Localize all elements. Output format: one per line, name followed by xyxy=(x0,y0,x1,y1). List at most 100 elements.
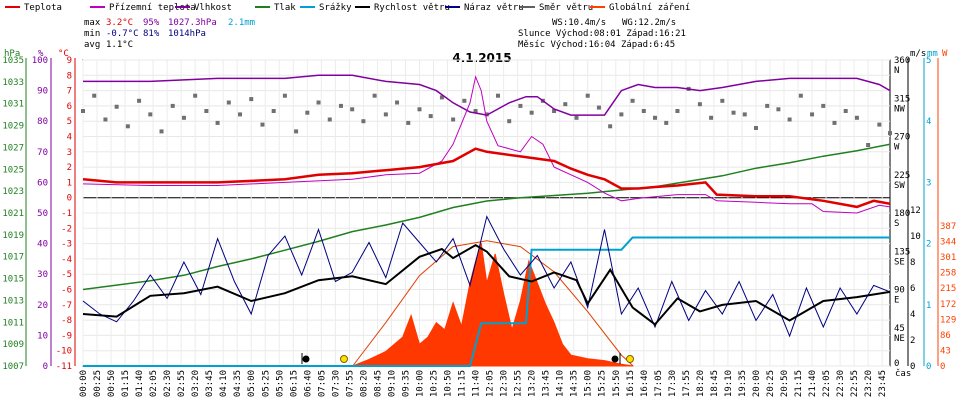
wind-direction-point-47 xyxy=(608,124,613,129)
x-tick-23: 09:35 xyxy=(401,370,411,397)
wind-direction-point-64 xyxy=(798,93,803,98)
stats-min-humidity: 81% xyxy=(143,29,160,39)
sunrise-marker-icon xyxy=(340,355,348,363)
ms-tick-6: 0 xyxy=(910,362,915,372)
dir-tick-9: S xyxy=(894,219,899,229)
x-tick-26: 10:50 xyxy=(444,370,454,397)
wind-direction-point-13 xyxy=(226,100,231,105)
x-tick-55: 22:55 xyxy=(850,370,860,397)
stats-min-pressure: 1014hPa xyxy=(168,29,206,39)
temp-tick-10: -1 xyxy=(61,209,72,219)
temp-tick-11: -2 xyxy=(61,224,72,234)
w-tick-6: 129 xyxy=(940,315,956,325)
pct-tick-1: 90 xyxy=(37,87,48,97)
wind-direction-point-72 xyxy=(888,131,892,136)
dir-tick-6: 225 xyxy=(894,171,910,181)
mm-tick-2: 3 xyxy=(926,178,931,188)
x-tick-45: 18:45 xyxy=(710,370,720,397)
temp-tick-8: 1 xyxy=(67,178,72,188)
stats-avg-temp: 1.1°C xyxy=(106,40,133,50)
wind-direction-point-55 xyxy=(697,102,702,107)
x-tick-50: 20:50 xyxy=(780,370,790,397)
dir-tick-15: NE xyxy=(894,334,905,344)
stats-block: max 3.2°C 95% 1027.3hPa 2.1mm min -0.7°C… xyxy=(84,18,686,50)
wind-direction-point-48 xyxy=(619,112,624,117)
wind-direction-point-28 xyxy=(395,100,400,105)
wind-direction-point-59 xyxy=(742,112,747,117)
right-axis-units: m/s mm W xyxy=(910,49,948,59)
wind-direction-point-32 xyxy=(439,95,444,100)
x-tick-13: 05:25 xyxy=(261,370,271,397)
x-tick-25: 10:25 xyxy=(430,370,440,397)
wind-direction-point-58 xyxy=(731,110,736,115)
hpa-tick-3: 1029 xyxy=(2,122,24,132)
legend-item-temperature: Teplota xyxy=(5,3,62,13)
x-tick-4: 01:40 xyxy=(135,370,145,397)
wind-direction-point-5 xyxy=(137,98,142,103)
wind-direction-point-44 xyxy=(574,115,579,120)
wind-direction-point-26 xyxy=(372,93,377,98)
hpa-tick-2: 1031 xyxy=(2,100,24,110)
ms-tick-5: 2 xyxy=(910,336,915,346)
wind-direction-point-37 xyxy=(495,93,500,98)
chart-title: 4.1.2015 xyxy=(452,51,511,65)
dir-tick-11: SE xyxy=(894,257,905,267)
x-tick-33: 13:45 xyxy=(542,370,552,397)
dir-tick-8: 180 xyxy=(894,209,910,219)
pct-tick-10: 0 xyxy=(43,362,48,372)
wind-direction-point-39 xyxy=(518,103,523,108)
wind-direction-point-24 xyxy=(350,107,355,112)
x-tick-19: 07:55 xyxy=(345,370,355,397)
hpa-tick-4: 1027 xyxy=(2,143,24,153)
wind-direction-point-19 xyxy=(294,129,299,134)
unit-watt: W xyxy=(942,49,948,59)
x-tick-24: 10:00 xyxy=(415,370,425,397)
temp-tick-18: -9 xyxy=(61,331,72,341)
x-tick-12: 05:00 xyxy=(247,370,257,397)
hpa-tick-8: 1019 xyxy=(2,231,24,241)
x-tick-57: 23:45 xyxy=(878,370,888,397)
x-tick-51: 21:15 xyxy=(794,370,804,397)
stats-sun: Slunce Východ:08:01 Západ:16:21 xyxy=(518,29,686,39)
mm-tick-0: 5 xyxy=(926,56,931,66)
hpa-tick-0: 1035 xyxy=(2,56,24,66)
temp-tick-14: -5 xyxy=(61,270,72,280)
legend-label-ground-temperature: Přízemní teplota xyxy=(109,3,196,13)
wind-direction-point-49 xyxy=(630,98,635,103)
wind-direction-point-42 xyxy=(552,109,557,113)
wind-direction-point-4 xyxy=(125,124,130,129)
wind-direction-point-67 xyxy=(832,120,837,125)
series-wind-speed xyxy=(82,243,891,326)
x-tick-0: 00:00 xyxy=(79,370,89,397)
wind-direction-point-56 xyxy=(709,115,714,120)
hpa-tick-5: 1025 xyxy=(2,165,24,175)
x-tick-8: 03:20 xyxy=(191,370,201,397)
x-tick-35: 14:35 xyxy=(570,370,580,397)
dir-tick-16: 0 xyxy=(894,359,899,369)
temp-tick-16: -7 xyxy=(61,301,72,311)
x-tick-3: 01:15 xyxy=(121,370,131,397)
pct-tick-4: 60 xyxy=(37,178,48,188)
x-tick-5: 02:05 xyxy=(149,370,159,397)
ms-tick-0: 12 xyxy=(910,206,921,216)
wind-direction-point-60 xyxy=(753,126,758,130)
w-tick-9: 0 xyxy=(940,362,945,372)
legend-label-rain: Srážky xyxy=(319,3,352,13)
dir-tick-14: 45 xyxy=(894,324,905,334)
wind-direction-point-71 xyxy=(877,122,882,127)
pct-tick-0: 100 xyxy=(32,56,48,66)
ms-tick-2: 8 xyxy=(910,258,915,268)
x-tick-9: 03:45 xyxy=(205,370,215,397)
series-rain xyxy=(83,236,890,367)
x-tick-28: 11:40 xyxy=(472,370,482,397)
wind-direction-point-10 xyxy=(193,93,198,98)
pct-tick-3: 70 xyxy=(37,148,48,158)
x-tick-38: 15:50 xyxy=(612,370,622,397)
temp-tick-19: -10 xyxy=(56,347,72,357)
pct-tick-8: 20 xyxy=(37,301,48,311)
dir-tick-5: W xyxy=(894,143,900,153)
dir-tick-1: N xyxy=(894,66,899,76)
pct-tick-5: 50 xyxy=(37,209,48,219)
x-tick-37: 15:25 xyxy=(598,370,608,397)
